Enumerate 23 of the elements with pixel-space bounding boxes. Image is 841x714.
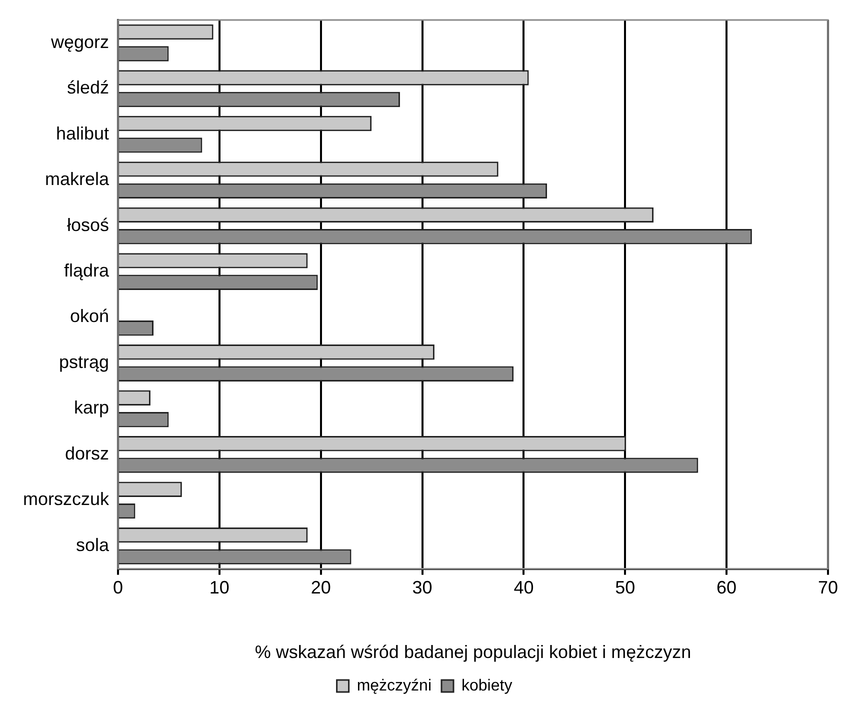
y-tick-label: karp [74,398,110,418]
x-tick-label: 40 [514,578,534,598]
y-tick-label: flądra [64,260,110,280]
y-tick-label: pstrąg [58,352,110,372]
y-tick-label: łosoś [66,214,110,235]
legend-label: kobiety [461,677,512,694]
y-tick-label: śledź [66,78,110,98]
x-tick-label: 60 [716,578,737,598]
legend-label: mężczyźni [356,677,432,694]
x-tick-label: 50 [615,578,636,598]
y-tick-label: makrela [44,169,110,190]
x-axis-title: % wskazań wśród badanej populacji kobiet i mężczyzn [254,642,692,662]
y-tick-label: węgorz [50,32,110,52]
x-tick-label: 0 [113,578,124,598]
x-tick-label: 20 [310,578,331,598]
y-tick-label: dorsz [64,443,110,464]
y-tick-label: halibut [56,123,110,144]
y-tick-label: okoń [70,306,110,326]
x-tick-label: 10 [209,578,230,598]
x-tick-label: 70 [818,578,838,598]
x-tick-label: 30 [412,578,432,598]
y-tick-label: sola [76,534,110,555]
y-tick-label: morszczuk [22,489,110,510]
